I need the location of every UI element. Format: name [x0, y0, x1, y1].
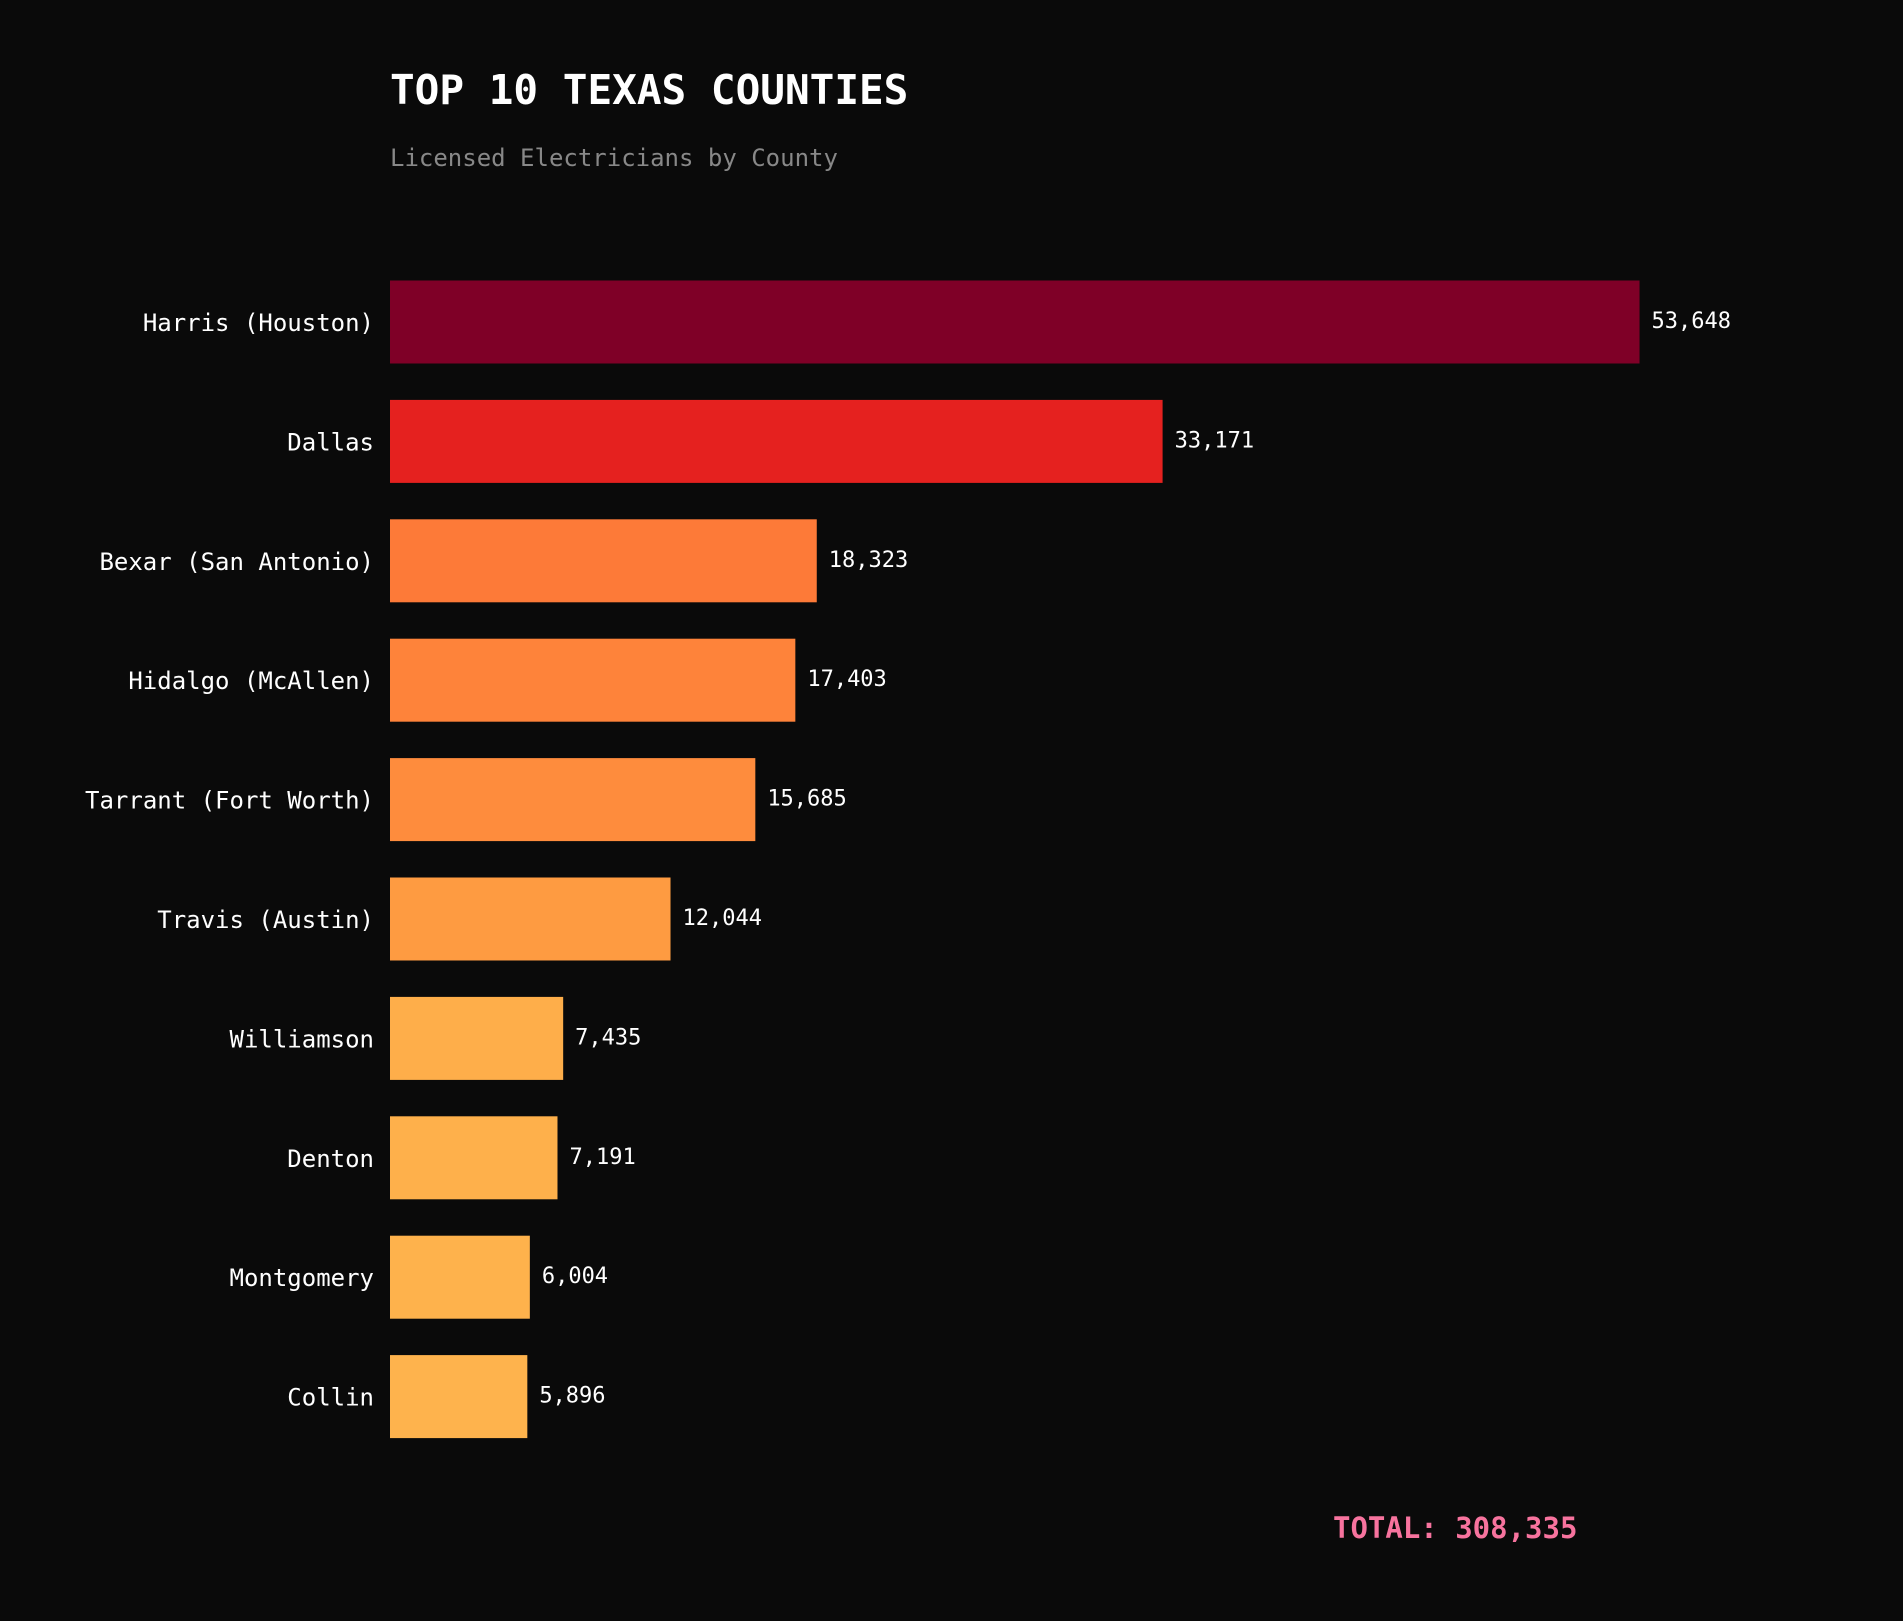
value-label: 33,171: [1175, 428, 1254, 453]
bar: [390, 638, 796, 722]
bar: [390, 1116, 558, 1200]
y-tick-label: Bexar (San Antonio): [99, 548, 374, 576]
value-label: 15,685: [767, 787, 846, 812]
chart-title: TOP 10 TEXAS COUNTIES: [390, 66, 908, 114]
y-tick-label: Tarrant (Fort Worth): [85, 787, 374, 815]
bar: [390, 996, 564, 1080]
value-label: 6,004: [542, 1264, 608, 1289]
value-label: 7,191: [569, 1145, 635, 1170]
bar: [390, 399, 1163, 483]
y-tick-label: Collin: [287, 1384, 374, 1412]
y-tick-label: Montgomery: [230, 1264, 375, 1292]
value-label: 12,044: [683, 906, 762, 931]
bar: [390, 519, 817, 603]
y-tick-label: Hidalgo (McAllen): [128, 667, 374, 695]
bar: [390, 1355, 528, 1439]
y-tick-label: Travis (Austin): [157, 906, 374, 934]
y-tick-label: Dallas: [287, 428, 374, 456]
value-label: 53,648: [1652, 309, 1731, 334]
bar: [390, 877, 671, 961]
bar: [390, 1235, 530, 1319]
chart-subtitle: Licensed Electricians by County: [390, 144, 838, 172]
value-label: 18,323: [829, 548, 908, 573]
bar: [390, 280, 1640, 364]
y-tick-label: Harris (Houston): [143, 309, 374, 337]
value-label: 7,435: [575, 1025, 641, 1050]
value-label: 17,403: [807, 667, 886, 692]
total-annotation: TOTAL: 308,335: [1333, 1511, 1577, 1545]
y-tick-label: Denton: [287, 1145, 374, 1173]
bar: [390, 758, 756, 842]
value-label: 5,896: [539, 1384, 605, 1409]
y-tick-label: Williamson: [230, 1025, 375, 1053]
